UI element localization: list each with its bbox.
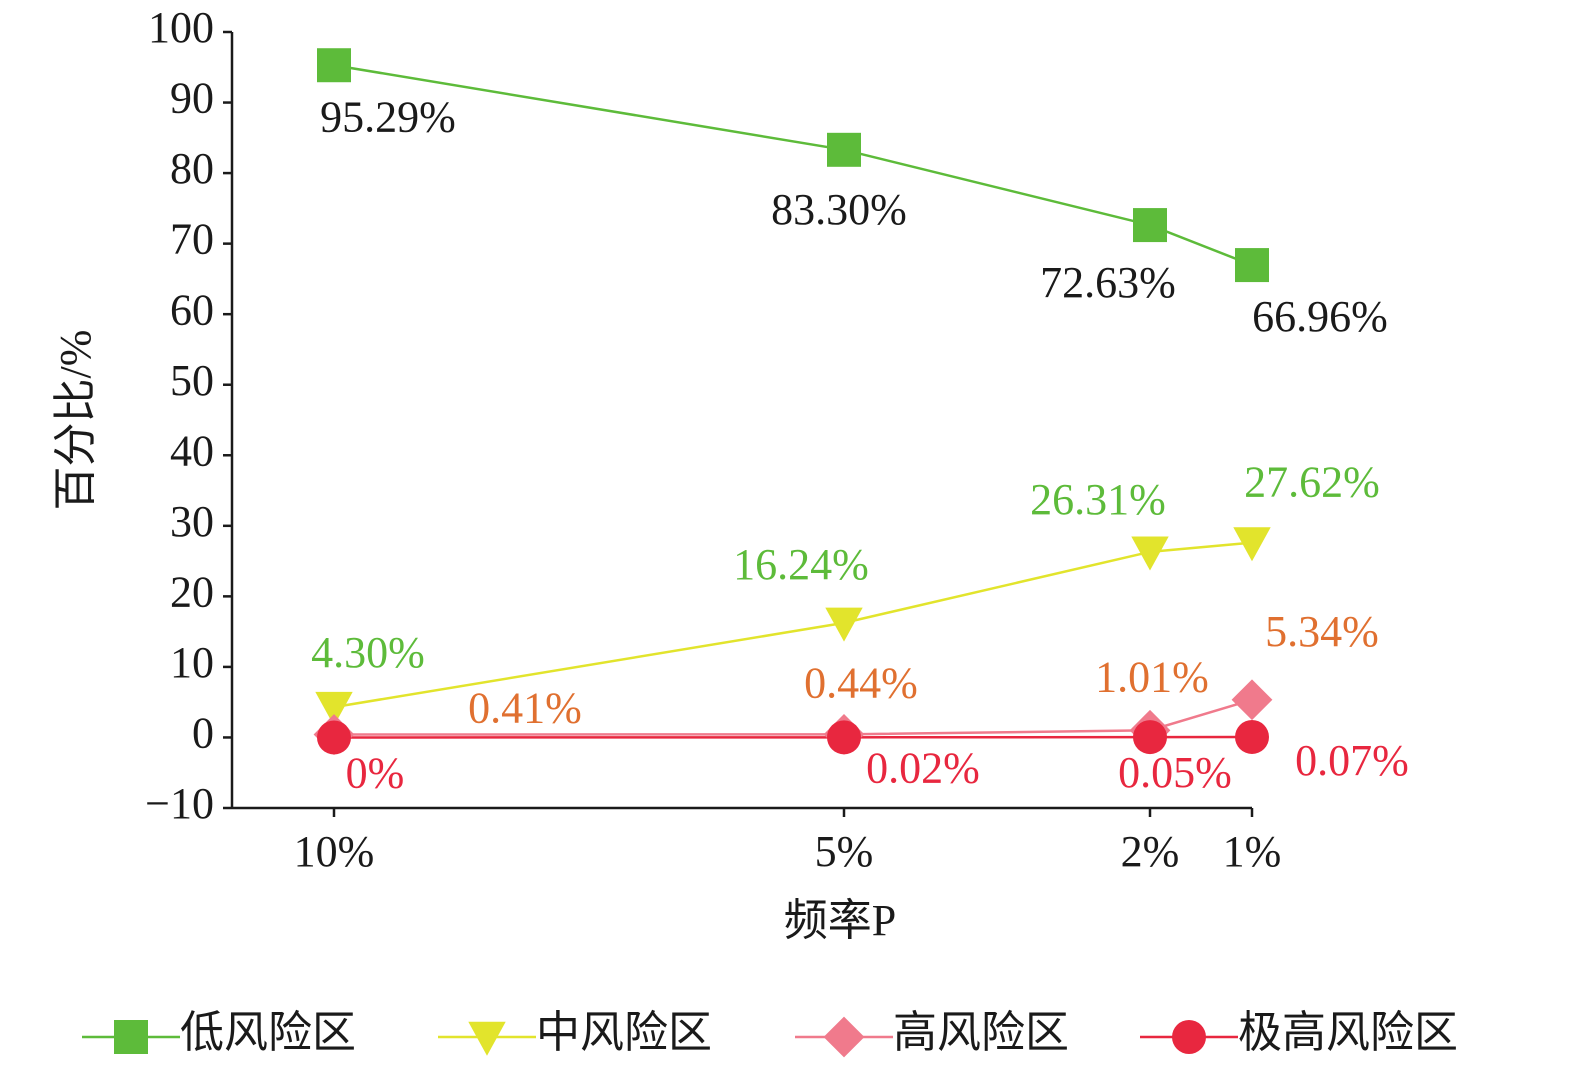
data-point [317,720,351,755]
data-point [1235,248,1269,283]
data-point [1233,527,1271,562]
x-tick-label: 5% [815,827,874,876]
data-label: 0.05% [1118,748,1232,797]
legend-label: 极高风险区 [1238,1008,1458,1057]
data-label: 0.07% [1295,736,1409,785]
data-point [1231,679,1273,721]
data-label: 27.62% [1244,458,1380,507]
data-point [317,48,351,83]
y-tick-label: 50 [170,356,214,405]
y-tick-label: 0 [192,709,214,758]
data-label: 16.24% [733,540,869,589]
data-label: 5.34% [1265,607,1379,656]
data-point [1131,536,1169,571]
legend-marker [114,1020,148,1054]
legend-label: 高风险区 [893,1008,1069,1057]
x-tick-label: 1% [1223,827,1282,876]
y-tick-label: 10 [170,638,214,687]
data-label: 0% [346,749,405,798]
data-point [827,132,861,167]
data-point [825,607,863,642]
legend-marker [468,1021,506,1056]
y-tick-label: 20 [170,567,214,616]
y-tick-label: 100 [148,3,214,52]
data-point [1133,720,1167,755]
y-tick-label: 30 [170,497,214,546]
y-tick-label: 40 [170,426,214,475]
data-label: 4.30% [311,628,425,677]
data-label: 72.63% [1040,258,1176,307]
y-tick-label: 80 [170,144,214,193]
data-point [315,691,353,726]
data-point [827,720,861,755]
y-tick-label: 60 [170,285,214,334]
data-point [1235,719,1269,754]
y-axis-label: 百分比/% [51,330,100,511]
data-point [1133,208,1167,243]
data-label: 66.96% [1252,292,1388,341]
legend-label: 中风险区 [536,1008,712,1057]
legend-marker [823,1016,865,1058]
data-label: 83.30% [771,185,907,234]
data-label: 26.31% [1030,475,1166,524]
legend-label: 低风险区 [180,1008,356,1057]
x-tick-label: 10% [294,827,375,876]
y-tick-label: −10 [145,779,214,828]
series-line [333,541,1253,709]
data-label: 1.01% [1095,652,1209,701]
y-tick-label: 70 [170,215,214,264]
legend-marker [1172,1020,1206,1054]
x-axis-label: 频率P [784,896,896,945]
series-line [333,63,1253,267]
data-label: 95.29% [320,92,456,141]
x-tick-label: 2% [1121,827,1180,876]
data-label: 0.02% [866,743,980,792]
data-label: 0.44% [804,658,918,707]
series-line [333,698,1253,736]
y-tick-label: 90 [170,74,214,123]
data-label: 0.41% [468,684,582,733]
